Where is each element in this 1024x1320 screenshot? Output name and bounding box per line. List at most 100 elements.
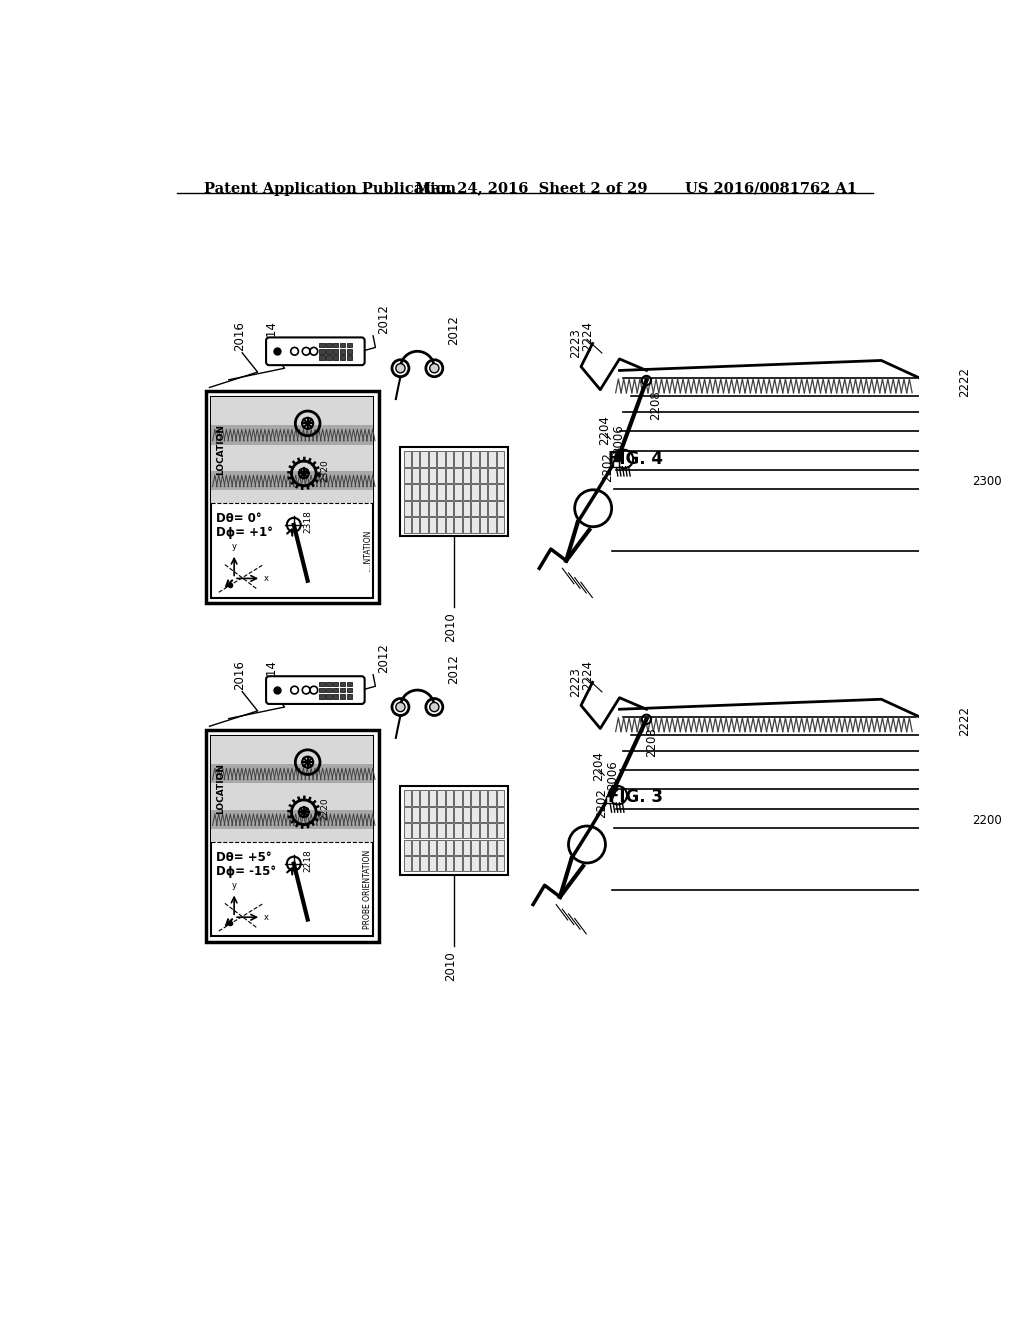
Bar — [455, 807, 462, 822]
Bar — [455, 857, 462, 871]
Bar — [437, 467, 444, 483]
Bar — [400, 447, 508, 536]
Bar — [206, 391, 379, 603]
Bar — [497, 517, 504, 533]
Bar — [488, 517, 496, 533]
FancyBboxPatch shape — [266, 676, 365, 704]
Bar — [455, 451, 462, 467]
Bar — [471, 484, 478, 500]
Bar — [421, 857, 428, 871]
Bar — [445, 451, 454, 467]
Bar — [211, 810, 374, 829]
Bar — [497, 840, 504, 855]
Bar — [340, 694, 345, 698]
Bar — [403, 824, 411, 838]
Text: FIG. 4: FIG. 4 — [404, 458, 460, 475]
Bar — [400, 785, 508, 875]
Bar — [445, 857, 454, 871]
Text: 2320: 2320 — [321, 459, 330, 482]
Bar — [326, 688, 332, 693]
Text: x: x — [263, 574, 268, 583]
Text: 2222: 2222 — [958, 367, 972, 397]
Bar — [497, 467, 504, 483]
Text: Dθ= 0°: Dθ= 0° — [216, 512, 261, 525]
Bar — [421, 517, 428, 533]
Bar — [347, 343, 352, 347]
Text: Dϕ= -15°: Dϕ= -15° — [216, 865, 275, 878]
Text: 2016: 2016 — [233, 660, 246, 690]
Text: 2010: 2010 — [444, 612, 457, 642]
Bar — [445, 807, 454, 822]
Circle shape — [396, 363, 406, 372]
Text: US 2016/0081762 A1: US 2016/0081762 A1 — [685, 182, 857, 195]
Bar — [455, 484, 462, 500]
Bar — [480, 467, 487, 483]
Bar — [211, 397, 374, 503]
Text: FIG. 4: FIG. 4 — [608, 450, 663, 467]
FancyBboxPatch shape — [266, 338, 365, 366]
Bar — [497, 857, 504, 871]
Text: 2202: 2202 — [595, 788, 607, 818]
Text: 2016: 2016 — [233, 321, 246, 351]
Bar — [340, 688, 345, 693]
Bar — [445, 791, 454, 805]
Bar — [429, 807, 436, 822]
Bar — [480, 517, 487, 533]
Bar — [211, 764, 374, 784]
Text: y: y — [231, 882, 237, 890]
Bar — [437, 824, 444, 838]
Bar — [340, 355, 345, 360]
Bar — [211, 425, 374, 445]
Bar — [463, 484, 470, 500]
Bar — [347, 348, 352, 354]
Bar — [403, 484, 411, 500]
Bar — [445, 484, 454, 500]
Text: PROBE ORIENTATION: PROBE ORIENTATION — [362, 850, 372, 929]
Bar — [412, 517, 419, 533]
Bar — [326, 694, 332, 698]
Bar — [429, 451, 436, 467]
Bar — [463, 840, 470, 855]
Text: 2224: 2224 — [581, 660, 594, 689]
Text: 2014: 2014 — [265, 321, 279, 351]
Bar — [471, 467, 478, 483]
Bar — [488, 484, 496, 500]
Bar — [319, 681, 325, 686]
Bar — [480, 484, 487, 500]
Bar — [403, 807, 411, 822]
Bar — [403, 791, 411, 805]
Bar — [488, 857, 496, 871]
Bar — [429, 517, 436, 533]
Bar — [429, 840, 436, 855]
Bar — [211, 735, 374, 936]
Bar — [421, 840, 428, 855]
Bar — [471, 824, 478, 838]
Bar — [463, 517, 470, 533]
Bar — [211, 397, 374, 598]
Bar — [326, 348, 332, 354]
Text: 2208: 2208 — [645, 727, 658, 758]
Bar — [437, 451, 444, 467]
Text: 2224: 2224 — [581, 321, 594, 351]
Bar — [463, 467, 470, 483]
Bar — [412, 467, 419, 483]
Bar — [333, 688, 339, 693]
Circle shape — [430, 363, 439, 372]
Bar — [319, 348, 325, 354]
Bar — [480, 791, 487, 805]
Bar — [412, 484, 419, 500]
Bar — [463, 791, 470, 805]
Bar — [437, 517, 444, 533]
Bar — [437, 857, 444, 871]
Bar — [471, 451, 478, 467]
Text: 2204: 2204 — [599, 414, 611, 445]
Text: 2300: 2300 — [972, 475, 1001, 488]
Bar — [445, 824, 454, 838]
Circle shape — [396, 702, 406, 711]
Text: ....NTATION: ....NTATION — [362, 529, 372, 572]
Bar — [471, 857, 478, 871]
Bar — [480, 451, 487, 467]
Bar — [455, 517, 462, 533]
Bar — [488, 467, 496, 483]
Bar — [326, 681, 332, 686]
